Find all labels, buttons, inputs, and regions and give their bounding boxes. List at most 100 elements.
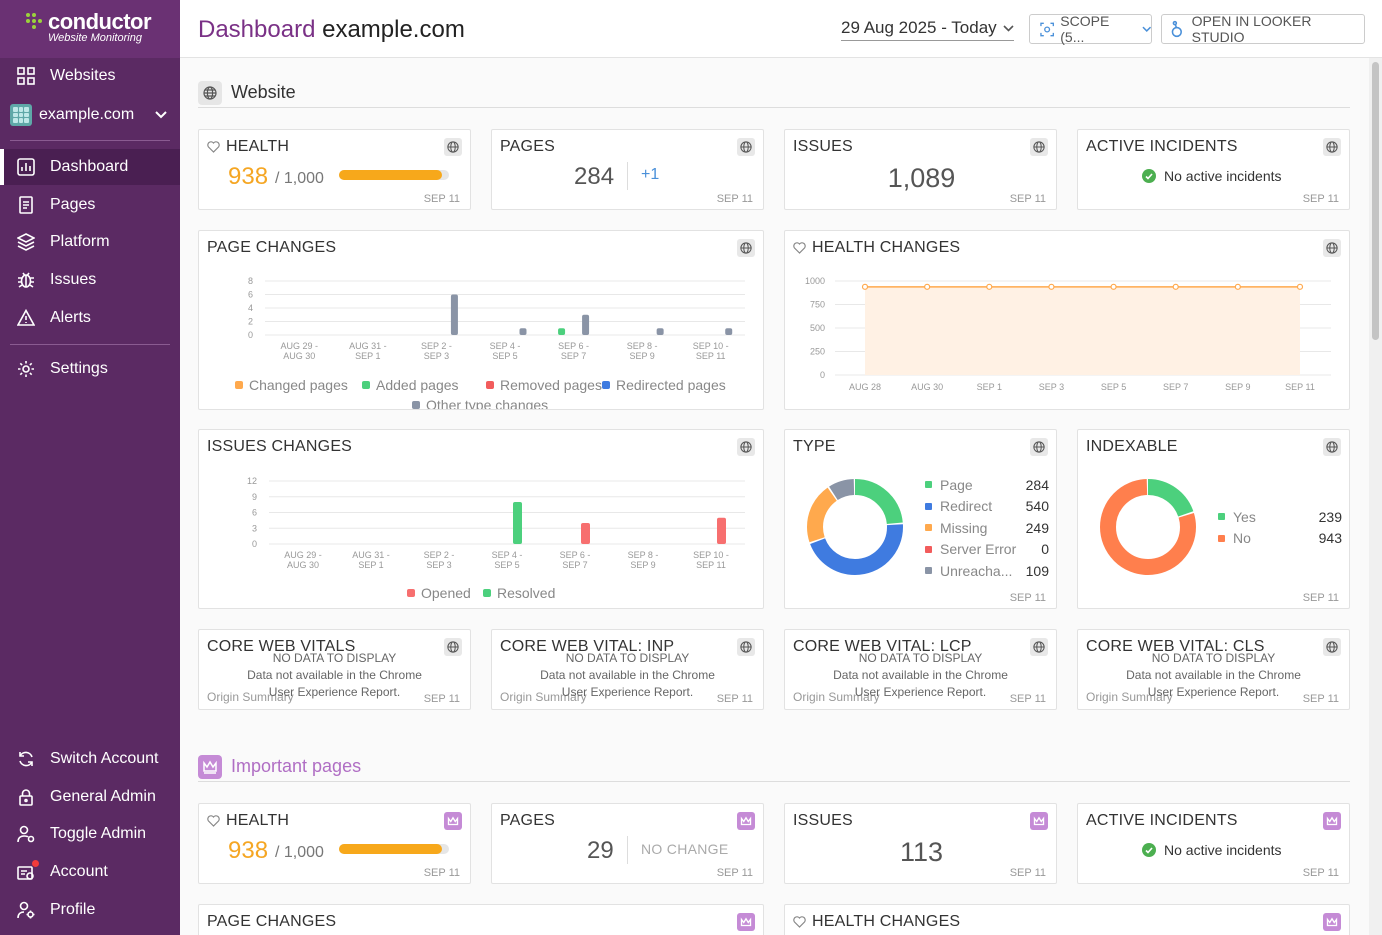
- sidebar-item-label: Issues: [50, 271, 97, 288]
- check-circle-icon: [1142, 843, 1156, 857]
- sidebar-item-profile[interactable]: Profile: [0, 892, 180, 928]
- legend-item[interactable]: Changed pages: [235, 377, 348, 393]
- sidebar-item-switch-account[interactable]: Switch Account: [0, 741, 180, 777]
- pages-card[interactable]: PAGES 284 +1 SEP 11: [491, 129, 764, 210]
- x-tick-label: AUG 29 -: [281, 341, 319, 351]
- divider: [627, 836, 628, 864]
- issues-changes-chart: 0 3 6 9 12 AUG 29 -AUG 30 AUG 31 -SEP 1 SEP 2 -…: [247, 476, 745, 570]
- card-title: PAGES: [500, 812, 555, 829]
- legend-row[interactable]: Server Error 0: [925, 539, 1049, 561]
- data-point: [1048, 283, 1055, 290]
- important-issues-card[interactable]: ISSUES 113 SEP 11: [784, 803, 1057, 884]
- type-card[interactable]: TYPE Page 284 Redirect 540 Missing 249 Serv…: [784, 429, 1057, 609]
- origin-label: Origin Summary: [1086, 690, 1173, 704]
- x-tick-label: SEP 9: [630, 560, 655, 570]
- cwv-lcp-card[interactable]: CORE WEB VITAL: LCP Origin Summary NO DA…: [784, 629, 1057, 710]
- x-tick-label: SEP 4 -: [490, 341, 521, 351]
- card-title: ACTIVE INCIDENTS: [1086, 812, 1238, 829]
- legend-row[interactable]: No 943: [1218, 528, 1342, 550]
- legend-item[interactable]: Removed pages: [486, 377, 602, 393]
- card-title: ISSUES: [793, 138, 853, 155]
- important-incidents-card[interactable]: ACTIVE INCIDENTS No active incidents SEP…: [1077, 803, 1350, 884]
- crown-icon: [1323, 812, 1341, 830]
- legend-row[interactable]: Page 284: [925, 474, 1049, 496]
- health-changes-card[interactable]: HEALTH CHANGES 0 250 500 750 1000 AUG 28 AUG 3…: [784, 230, 1350, 410]
- scrollbar[interactable]: [1369, 58, 1382, 935]
- open-looker-studio-button[interactable]: OPEN IN LOOKER STUDIO: [1161, 13, 1365, 45]
- data-point: [924, 283, 931, 290]
- no-data-message: User Experience Report.: [854, 685, 987, 699]
- card-date: SEP 11: [1009, 193, 1046, 205]
- card-title: HEALTH CHANGES: [812, 239, 961, 256]
- sidebar-item-platform[interactable]: Platform: [0, 224, 180, 260]
- scrollbar-thumb[interactable]: [1372, 62, 1379, 340]
- legend-item[interactable]: Opened: [407, 585, 471, 601]
- y-tick-label: 2: [248, 317, 253, 327]
- date-range-selector[interactable]: 29 Aug 2025 - Today: [841, 18, 1014, 41]
- sidebar-item-alerts[interactable]: Alerts: [0, 300, 180, 336]
- important-health-card[interactable]: HEALTH 938 / 1,000 SEP 11: [198, 803, 471, 884]
- logo-dots-icon: [26, 13, 44, 29]
- card-date: SEP 11: [1009, 592, 1046, 604]
- y-tick-label: 750: [810, 300, 825, 310]
- scope-button[interactable]: SCOPE (5...: [1029, 13, 1152, 45]
- cwv-inp-card[interactable]: CORE WEB VITAL: INP Origin Summary NO DA…: [491, 629, 764, 710]
- crown-icon: [444, 812, 462, 830]
- card-title: ISSUES CHANGES: [207, 438, 353, 455]
- crown-icon: [737, 913, 755, 931]
- logo-subtitle: Website Monitoring: [48, 32, 142, 44]
- card-date: SEP 11: [1009, 693, 1046, 705]
- bar: [513, 502, 522, 544]
- important-pages-card[interactable]: PAGES 29 NO CHANGE SEP 11: [491, 803, 764, 884]
- important-page-changes-card[interactable]: PAGE CHANGES: [198, 904, 764, 935]
- legend-item[interactable]: Redirected pages: [602, 377, 726, 393]
- sidebar-item-settings[interactable]: Settings: [0, 351, 180, 387]
- important-health-changes-card[interactable]: HEALTH CHANGES: [784, 904, 1350, 935]
- y-tick-label: 4: [248, 303, 253, 313]
- looker-label: OPEN IN LOOKER STUDIO: [1191, 13, 1312, 45]
- legend-item[interactable]: Other type changes: [412, 397, 548, 409]
- x-tick-label: SEP 5: [492, 351, 517, 361]
- origin-label: Origin Summary: [793, 690, 880, 704]
- sidebar-item-issues[interactable]: Issues: [0, 262, 180, 298]
- page-changes-card[interactable]: PAGE CHANGES 0 2 4 6 8 AUG 29 - AUG 30 AUG 31 -…: [198, 230, 764, 410]
- sidebar-item-account[interactable]: Account: [0, 854, 180, 890]
- looker-icon: [1171, 20, 1182, 38]
- incidents-text: No active incidents: [1164, 842, 1282, 858]
- card-title: HEALTH: [226, 138, 290, 155]
- sidebar-item-websites[interactable]: Websites: [0, 58, 180, 94]
- x-tick-label: SEP 9: [629, 351, 654, 361]
- bar: [581, 523, 590, 544]
- scope-icon: [1040, 22, 1054, 36]
- cwv-card[interactable]: CORE WEB VITALS Origin Summary NO DATA T…: [198, 629, 471, 710]
- logo[interactable]: conductor Website Monitoring: [0, 0, 180, 58]
- issues-card[interactable]: ISSUES 1,089 SEP 11: [784, 129, 1057, 210]
- health-card[interactable]: HEALTH 938 / 1,000 SEP 11: [198, 129, 471, 210]
- sidebar-item-toggle-admin[interactable]: Toggle Admin: [0, 816, 180, 852]
- site-selector[interactable]: example.com: [10, 101, 175, 129]
- legend-row[interactable]: Redirect 540: [925, 496, 1049, 518]
- data-point: [861, 283, 869, 290]
- sidebar-item-label: Account: [50, 863, 108, 880]
- lock-icon: [16, 787, 36, 807]
- indexable-card[interactable]: INDEXABLE Yes 239 No 943 SEP 11: [1077, 429, 1350, 609]
- issues-value: 1,089: [887, 163, 956, 193]
- no-data-message: User Experience Report.: [1147, 685, 1280, 699]
- chevron-down-icon: [1003, 24, 1014, 32]
- divider: [627, 162, 628, 190]
- active-incidents-card[interactable]: ACTIVE INCIDENTS No active incidents SEP…: [1077, 129, 1350, 210]
- globe-icon: [1323, 239, 1341, 257]
- x-tick-label: SEP 1: [977, 382, 1002, 392]
- legend-item[interactable]: Added pages: [362, 377, 459, 393]
- pages-icon: [16, 195, 36, 215]
- sidebar-item-pages[interactable]: Pages: [0, 187, 180, 223]
- legend-row[interactable]: Missing 249: [925, 517, 1049, 539]
- sidebar-item-general-admin[interactable]: General Admin: [0, 779, 180, 815]
- card-title: HEALTH CHANGES: [812, 913, 961, 930]
- legend-row[interactable]: Yes 239: [1218, 506, 1342, 528]
- sidebar-item-dashboard[interactable]: Dashboard: [0, 149, 180, 185]
- cwv-cls-card[interactable]: CORE WEB VITAL: CLS Origin Summary NO DA…: [1077, 629, 1350, 710]
- issues-changes-card[interactable]: ISSUES CHANGES 0 3 6 9 12 AUG 29 - AUG 30 AUG 3…: [198, 429, 764, 609]
- legend-item[interactable]: Resolved: [483, 585, 555, 601]
- legend-row[interactable]: Unreacha... 109: [925, 560, 1049, 582]
